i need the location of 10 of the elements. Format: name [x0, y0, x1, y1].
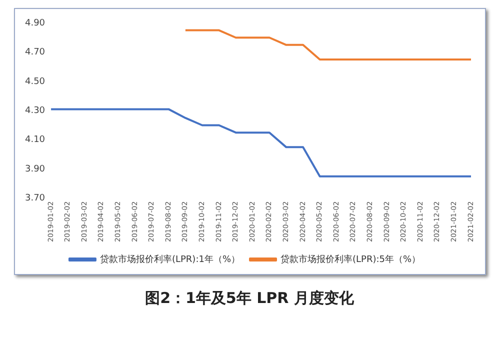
y-tick-label: 3.90	[24, 164, 46, 174]
y-tick-label: 4.90	[24, 18, 46, 28]
legend-label: 贷款市场报价利率(LPR):1年（%）	[100, 254, 240, 265]
y-tick-label: 4.70	[24, 48, 46, 58]
y-tick-label: 3.70	[24, 194, 46, 204]
text: 图2：1年及5年 LPR 月度变化	[144, 289, 355, 308]
y-tick-label: 4.30	[24, 106, 46, 116]
legend-label: 贷款市场报价利率(LPR):5年（%）	[280, 254, 421, 265]
y-tick-label: 4.10	[24, 135, 46, 146]
y-tick-label: 4.50	[24, 76, 46, 87]
